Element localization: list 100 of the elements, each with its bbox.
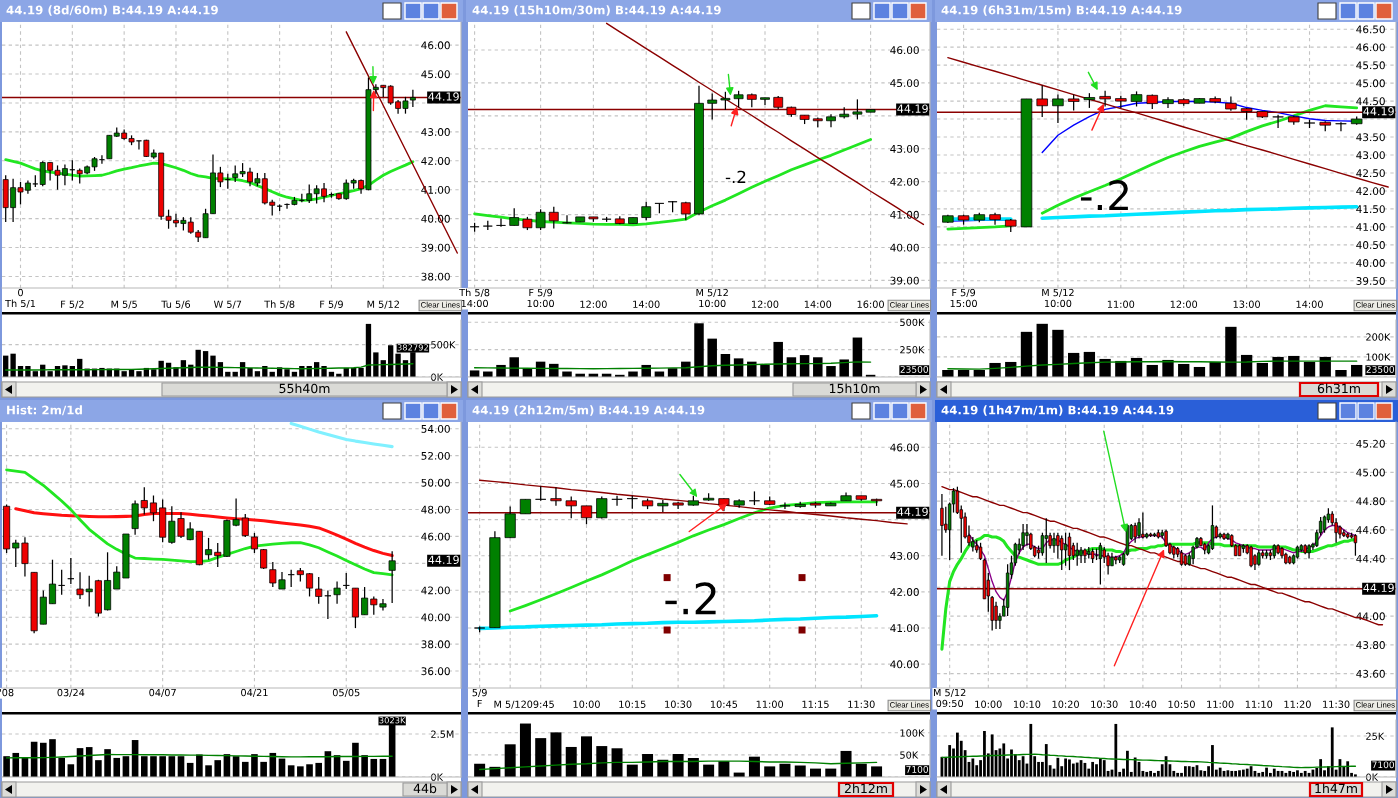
y-tick-label: 40.00 bbox=[1356, 259, 1385, 267]
x-tick-label: M 5/12 10:00 bbox=[1042, 288, 1074, 308]
x-tick-label: 09:45 bbox=[527, 700, 554, 708]
y-tick-label: 46.00 bbox=[890, 46, 919, 55]
x-tick-label: F 5/9 bbox=[320, 300, 343, 309]
x-tick-label: W 5/7 bbox=[213, 300, 242, 309]
y-tick-label: 41.00 bbox=[890, 624, 919, 633]
y-tick-label: 43.00 bbox=[890, 551, 919, 560]
x-tick-label: 10:50 bbox=[1168, 700, 1195, 708]
y-tick-label: 45.00 bbox=[890, 79, 919, 88]
y-tick-label: 48.00 bbox=[421, 505, 450, 514]
x-tick-label: 11:30 bbox=[1323, 700, 1350, 708]
y-tick-label: 500K bbox=[431, 341, 456, 349]
x-tick-label: M 5/12 bbox=[494, 700, 526, 709]
text: 55h40m bbox=[279, 383, 330, 394]
x-tick-label: F 5/9 15:00 bbox=[950, 288, 977, 308]
y-tick-label: 42.00 bbox=[1356, 187, 1385, 196]
y-tick-label: 250K bbox=[900, 346, 925, 354]
x-tick-label: 05/05 bbox=[332, 688, 360, 697]
ref-line-label: 44.19 bbox=[428, 92, 459, 101]
x-tick-label: 13:00 bbox=[1233, 300, 1260, 308]
y-tick-label: 40.00 bbox=[421, 613, 450, 622]
y-tick-label: 46.00 bbox=[1356, 43, 1385, 52]
y-tick-label: 38.00 bbox=[421, 272, 450, 281]
x-tick-label: 10:15 bbox=[619, 700, 646, 708]
x-tick-label: 10:30 bbox=[1091, 700, 1118, 708]
text: 6h31m bbox=[1317, 383, 1360, 394]
y-tick-label: 40.00 bbox=[890, 243, 919, 252]
y-tick-label: 42.00 bbox=[890, 588, 919, 596]
annotation: -.2 bbox=[1080, 180, 1128, 210]
y-tick-label: 500K bbox=[900, 318, 925, 327]
y-tick-label: 200K bbox=[1366, 333, 1391, 341]
annotation: -.2 bbox=[665, 582, 716, 615]
x-tick-label: 11:15 bbox=[802, 700, 829, 708]
y-tick-label: 43.60 bbox=[1356, 669, 1385, 678]
x-tick-label: 11:00 bbox=[1207, 700, 1234, 708]
x-tick-label: 10:00 bbox=[573, 700, 600, 708]
y-tick-label: 44.40 bbox=[1356, 554, 1385, 563]
y-tick-label: 43.80 bbox=[1356, 641, 1385, 649]
ref-line-label: 44.19 bbox=[1363, 107, 1394, 116]
x-tick-label: 16:00 bbox=[857, 300, 884, 308]
ref-line-label: 44.19 bbox=[1363, 583, 1394, 593]
x-tick-label: 10:40 bbox=[1129, 700, 1157, 708]
y-tick-label: 0K bbox=[1366, 773, 1379, 781]
annotation: 7100 bbox=[1372, 761, 1395, 769]
y-tick-label: 38.00 bbox=[421, 640, 450, 649]
x-tick-label: 14:00 bbox=[633, 300, 660, 308]
y-tick-label: 39.50 bbox=[1356, 277, 1385, 285]
y-tick-label: 42.00 bbox=[421, 586, 450, 595]
y-tick-label: 0K bbox=[431, 373, 444, 381]
y-tick-label: 45.00 bbox=[421, 70, 450, 79]
x-tick-label: M 5/12 10:00 bbox=[696, 288, 728, 308]
y-tick-label: 43.00 bbox=[1356, 151, 1385, 160]
x-tick-label: F 5/9 10:00 bbox=[527, 288, 554, 308]
chart-title: 44.19 (8d/60m) B:44.19 A:44.19 bbox=[6, 5, 218, 16]
data-label: 382792 bbox=[397, 344, 428, 351]
x-tick-label: 5/9 F bbox=[472, 688, 487, 707]
x-tick-label: 04/07 bbox=[149, 688, 176, 697]
x-tick-label: Th 5/8 14:00 bbox=[459, 288, 490, 308]
y-tick-label: 100K bbox=[1366, 353, 1391, 361]
x-tick-label: 12:00 bbox=[1170, 300, 1198, 308]
y-tick-label: 41.50 bbox=[1356, 205, 1385, 214]
ref-line-label: 44.19 bbox=[897, 507, 928, 516]
text: 15h10m bbox=[829, 383, 880, 394]
chart-title: 44.19 (6h31m/15m) B:44.19 A:44.19 bbox=[941, 5, 1182, 16]
y-tick-label: 44.60 bbox=[1356, 526, 1385, 534]
y-tick-label: 40.00 bbox=[890, 660, 919, 669]
chart-title: 44.19 (1h47m/1m) B:44.19 A:44.19 bbox=[941, 405, 1174, 416]
x-tick-label: M 5/12 09:50 bbox=[933, 688, 966, 708]
y-tick-label: 43.50 bbox=[1356, 133, 1385, 142]
x-tick-label: 10:00 bbox=[975, 700, 1002, 708]
y-tick-label: 45.50 bbox=[1356, 61, 1385, 70]
x-tick-label: 10:10 bbox=[1014, 700, 1041, 708]
x-tick-label: 03/24 bbox=[57, 688, 85, 697]
text: 44b bbox=[413, 783, 437, 794]
x-tick-label: 14:00 bbox=[1296, 300, 1323, 308]
y-tick-label: 42.50 bbox=[1356, 169, 1385, 178]
text: 2h12m bbox=[844, 783, 887, 793]
y-tick-label: 42.00 bbox=[890, 177, 919, 186]
y-tick-label: 46.00 bbox=[421, 41, 450, 50]
x-tick-label: 0 Th 5/1 bbox=[5, 288, 36, 308]
y-tick-label: 39.00 bbox=[890, 276, 919, 285]
x-tick-label: Th 5/8 bbox=[264, 300, 295, 309]
annotation: 23500 bbox=[1366, 365, 1395, 373]
x-tick-label: 11:10 bbox=[1245, 700, 1273, 708]
x-tick-label: 11:00 bbox=[1107, 300, 1135, 308]
y-tick-label: 39.00 bbox=[421, 243, 450, 252]
y-tick-label: 25K bbox=[1366, 732, 1385, 740]
annotation: 23500 bbox=[900, 365, 929, 373]
annotation: 7100 bbox=[906, 765, 929, 773]
y-tick-label: 45.00 bbox=[1356, 468, 1385, 477]
annotation: -.2 bbox=[725, 170, 746, 184]
y-tick-label: 40.50 bbox=[1356, 241, 1385, 249]
x-tick-label: M 5/5 bbox=[111, 300, 137, 309]
x-tick-label: 14:00 bbox=[804, 300, 832, 308]
x-tick-label: 11:20 bbox=[1284, 700, 1311, 708]
text: 1h47m bbox=[1315, 783, 1357, 793]
x-tick-label: 10:20 bbox=[1052, 700, 1079, 708]
x-tick-label: 12:00 bbox=[752, 300, 779, 308]
x-tick-label: 10:45 bbox=[710, 700, 738, 708]
